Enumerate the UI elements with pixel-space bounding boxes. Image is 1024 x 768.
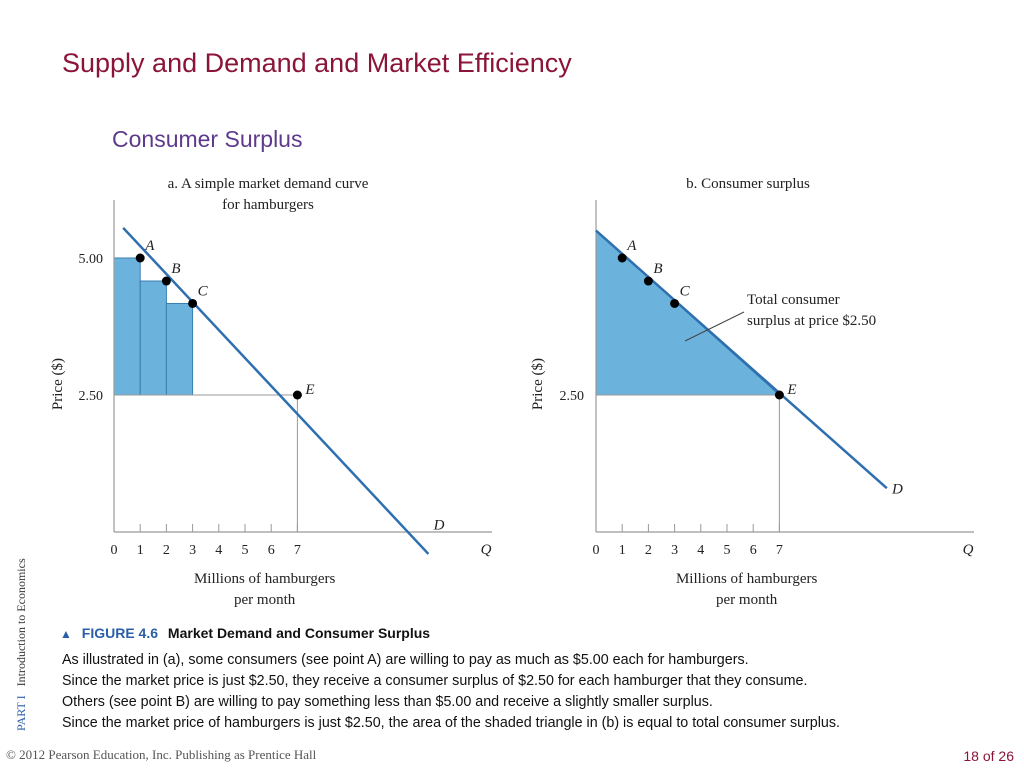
demand-line	[595, 229, 888, 490]
point-label: A	[626, 238, 637, 254]
point-label: C	[680, 283, 691, 299]
x-tick-label: 0	[593, 543, 600, 558]
point-label: A	[144, 238, 155, 254]
x-tick-label: 4	[697, 543, 704, 558]
y-axis-label: Price ($)	[530, 358, 546, 410]
surplus-bar	[139, 280, 167, 396]
caption-line: Since the market price is just $2.50, th…	[62, 673, 808, 689]
slide-title: Supply and Demand and Market Efficiency	[62, 48, 572, 78]
x-tick-label: 7	[776, 543, 783, 558]
point-label: E	[304, 382, 314, 398]
data-point	[292, 390, 302, 400]
x-axis-symbol: Q	[481, 542, 492, 558]
chart-title: b. Consumer surplus	[686, 176, 810, 192]
point-label: C	[198, 283, 209, 299]
y-tick-label: 2.50	[560, 389, 585, 404]
figure-caption-header: ▲ FIGURE 4.6 Market Demand and Consumer …	[60, 625, 430, 641]
demand-label: D	[433, 517, 445, 533]
chart-title: for hamburgers	[222, 197, 314, 213]
x-tick-label: 2	[645, 543, 652, 558]
x-tick-label: 6	[750, 543, 757, 558]
x-axis-symbol: Q	[963, 542, 974, 558]
x-tick-label: 1	[137, 543, 144, 558]
point-label: B	[653, 261, 662, 277]
annotation-label: Total consumer	[747, 292, 840, 308]
y-tick-label: 2.50	[79, 389, 104, 404]
figure-caption-body: As illustrated in (a), some consumers (s…	[62, 650, 840, 734]
data-point	[617, 253, 627, 263]
demand-label: D	[891, 482, 903, 498]
copyright-footer: © 2012 Pearson Education, Inc. Publishin…	[6, 747, 317, 762]
demand-line	[122, 227, 430, 555]
x-tick-label: 4	[215, 543, 222, 558]
point-label: B	[171, 261, 180, 277]
data-point	[774, 390, 784, 400]
sidebar-section: Introduction to Economics	[14, 558, 28, 687]
x-tick-label: 7	[294, 543, 301, 558]
data-point	[135, 253, 145, 263]
x-axis-label: Millions of hamburgers	[676, 571, 818, 587]
page-number: 18 of 26	[963, 748, 1014, 764]
data-point	[161, 276, 171, 286]
x-tick-label: 6	[268, 543, 275, 558]
x-axis-label: Millions of hamburgers	[194, 571, 336, 587]
data-point	[643, 276, 653, 286]
caption-line: Since the market price of hamburgers is …	[62, 715, 841, 731]
x-tick-label: 3	[671, 543, 678, 558]
y-tick-label: 5.00	[79, 252, 104, 267]
surplus-bar	[165, 302, 194, 396]
slide-subtitle: Consumer Surplus	[112, 126, 303, 152]
x-tick-label: 1	[619, 543, 626, 558]
x-tick-label: 5	[724, 543, 731, 558]
x-tick-label: 2	[163, 543, 170, 558]
figure-label: FIGURE 4.6	[81, 625, 159, 641]
caption-line: Others (see point B) are willing to pay …	[62, 694, 713, 710]
surplus-bar	[113, 257, 141, 396]
chart-title: a. A simple market demand curve	[168, 176, 369, 192]
x-axis-label: per month	[234, 592, 296, 608]
x-tick-label: 5	[242, 543, 249, 558]
triangle-bullet-icon: ▲	[60, 627, 72, 641]
caption-line: As illustrated in (a), some consumers (s…	[62, 652, 749, 668]
x-axis-label: per month	[716, 592, 778, 608]
sidebar-part: PART I	[14, 695, 28, 731]
y-axis-label: Price ($)	[50, 358, 66, 410]
figure-title: Market Demand and Consumer Surplus	[167, 625, 431, 641]
annotation-label: surplus at price $2.50	[747, 313, 876, 329]
x-tick-label: 3	[189, 543, 196, 558]
data-point	[670, 298, 680, 308]
x-tick-label: 0	[111, 543, 118, 558]
sidebar-label: PART I Introduction to Economics	[12, 505, 32, 731]
data-point	[188, 298, 198, 308]
point-label: E	[786, 382, 796, 398]
annotation-leader	[684, 311, 745, 342]
